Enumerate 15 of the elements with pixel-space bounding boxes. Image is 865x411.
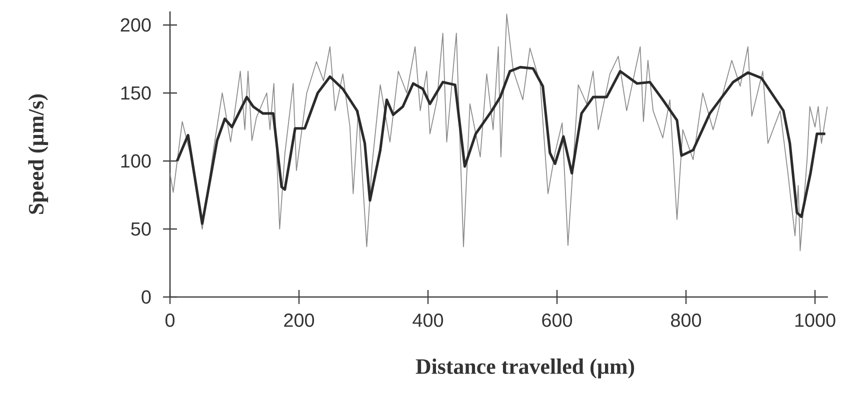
x-tick-label: 1000 — [795, 314, 836, 327]
y-axis-title: Speed (µm/s) — [28, 94, 48, 214]
x-tick-label: 400 — [412, 314, 444, 327]
y-tick-label: 0 — [142, 290, 151, 304]
y-tick-label: 150 — [121, 86, 151, 100]
x-tick-label: 600 — [542, 314, 572, 327]
line-series — [170, 14, 828, 252]
x-tick-label: 200 — [284, 314, 314, 327]
x-axis-title: Distance travelled (µm) — [416, 358, 634, 378]
line-series — [176, 66, 827, 225]
x-tick-label: 800 — [671, 314, 702, 327]
y-tick-label: 50 — [131, 222, 151, 236]
y-tick-label: 200 — [120, 18, 151, 32]
y-tick-label: 100 — [121, 154, 151, 168]
x-tick-label: 0 — [165, 314, 175, 327]
